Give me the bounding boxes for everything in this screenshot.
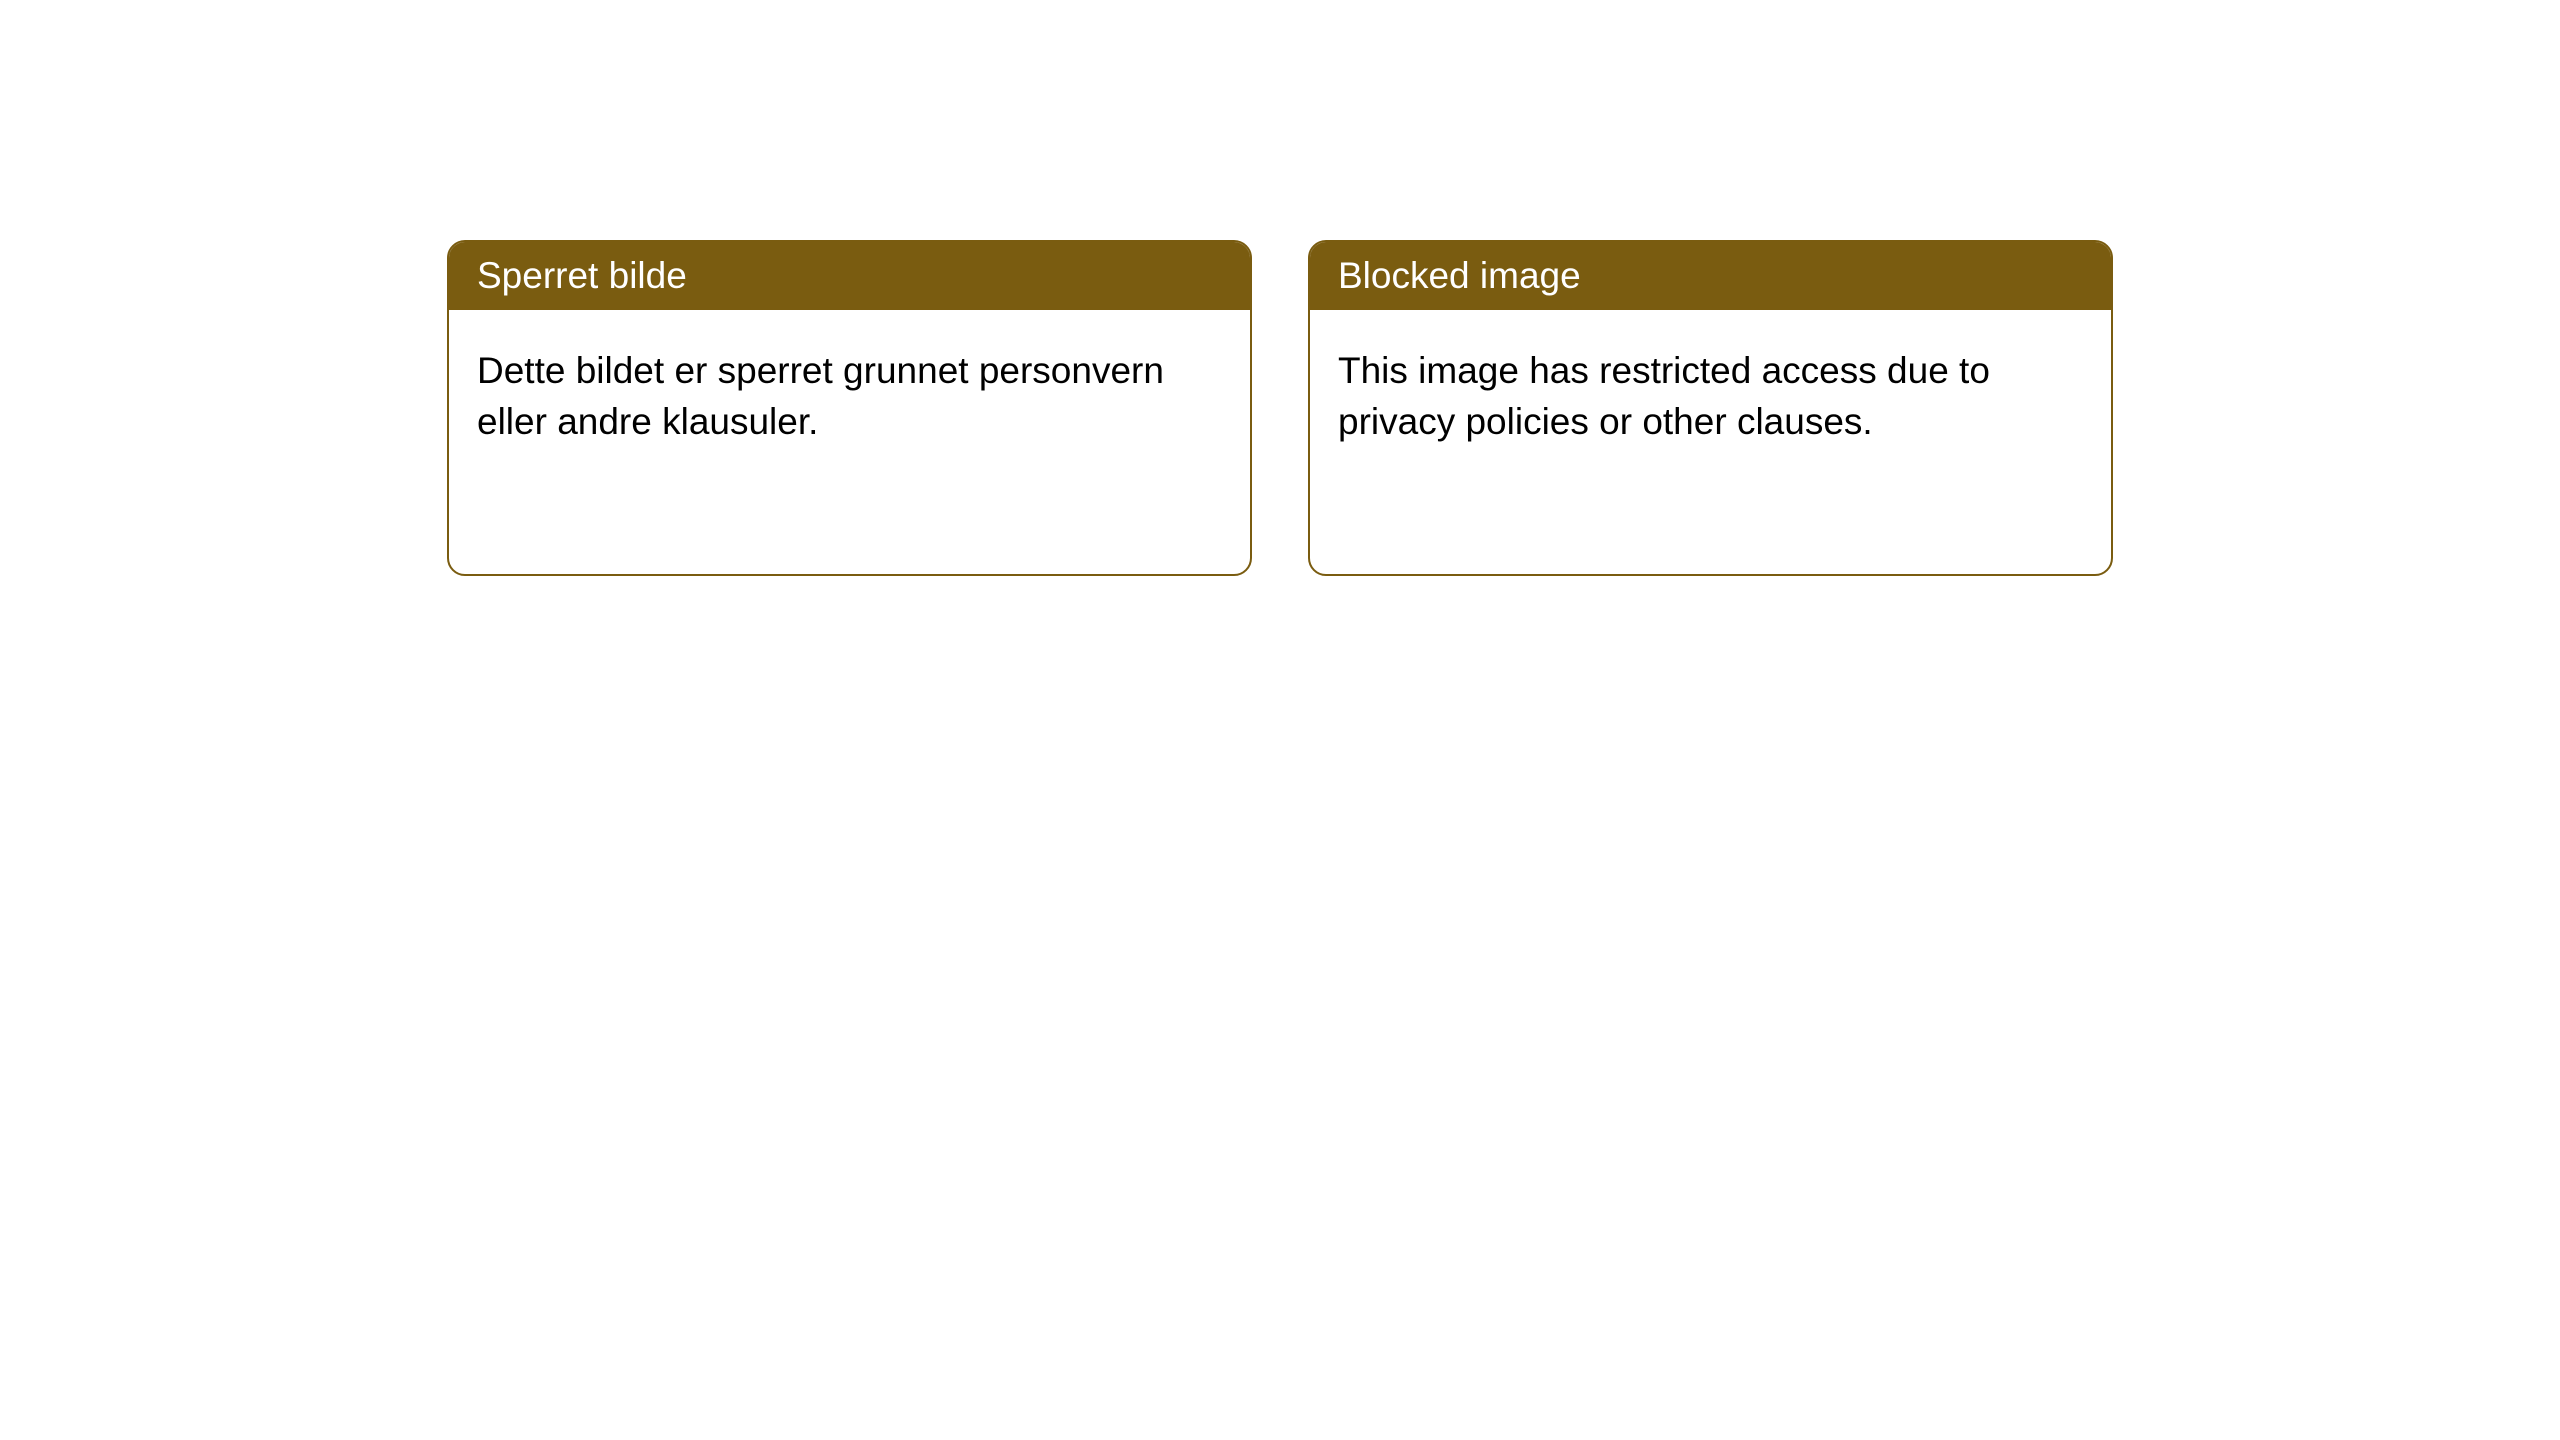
card-body-text: This image has restricted access due to … [1338,350,1990,442]
card-header: Blocked image [1310,242,2111,310]
notice-card-english: Blocked image This image has restricted … [1308,240,2113,576]
card-body: This image has restricted access due to … [1310,310,2111,482]
notice-card-norwegian: Sperret bilde Dette bildet er sperret gr… [447,240,1252,576]
notice-cards-container: Sperret bilde Dette bildet er sperret gr… [447,240,2113,576]
card-body: Dette bildet er sperret grunnet personve… [449,310,1250,482]
card-title: Blocked image [1338,255,1581,296]
card-body-text: Dette bildet er sperret grunnet personve… [477,350,1164,442]
card-title: Sperret bilde [477,255,687,296]
card-header: Sperret bilde [449,242,1250,310]
